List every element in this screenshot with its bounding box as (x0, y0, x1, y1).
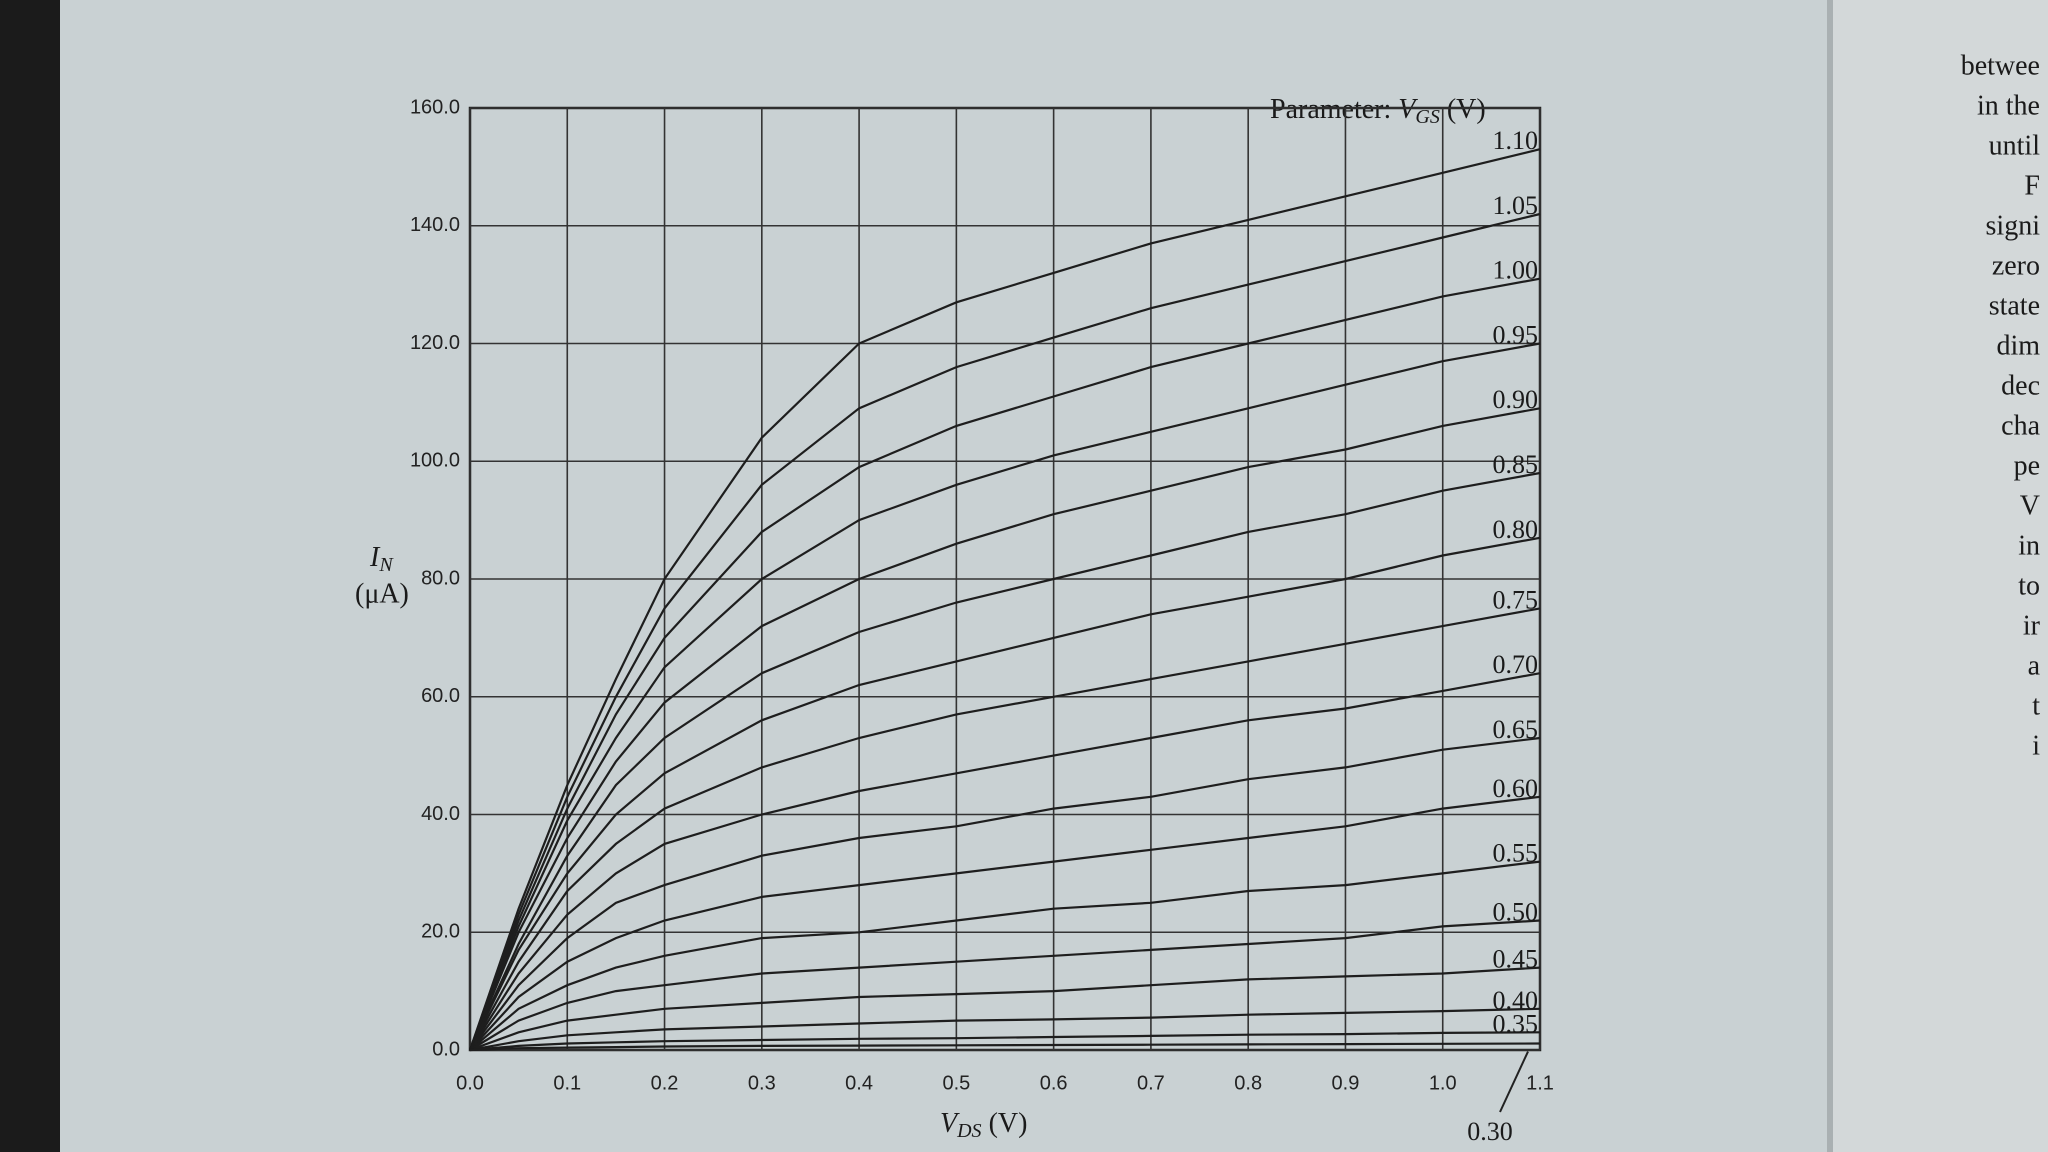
y-tick-label: 80.0 (421, 567, 460, 589)
margin-text: pe (2014, 450, 2040, 481)
book-edge (0, 0, 60, 1152)
series-label: 0.55 (1493, 839, 1539, 868)
x-tick-label: 0.9 (1332, 1072, 1360, 1094)
margin-text: to (2018, 570, 2040, 601)
curve (469, 536, 1541, 1051)
margin-text: dim (1996, 330, 2040, 361)
margin-text: t (2032, 690, 2040, 721)
y-tick-label: 20.0 (421, 921, 460, 943)
x-tick-label: 0.4 (845, 1072, 873, 1094)
curve (469, 1031, 1541, 1052)
x-tick-label: 1.0 (1429, 1072, 1457, 1094)
y-label-sub: N (378, 554, 394, 576)
series-label: 0.30 (1467, 1117, 1513, 1146)
series-label: 0.85 (1493, 450, 1539, 479)
legend-title-prefix: Parameter: (1270, 94, 1391, 125)
curve (469, 966, 1541, 1052)
margin-text: a (2028, 650, 2041, 681)
margin-text: signi (1986, 210, 2041, 241)
series-label: 1.00 (1493, 256, 1539, 285)
margin-text: betwee (1961, 50, 2040, 81)
y-tick-label: 140.0 (410, 214, 460, 236)
y-axis-label: IN (369, 542, 394, 575)
series-label: 1.05 (1493, 191, 1539, 220)
curve (468, 212, 1541, 1051)
left-page (60, 0, 1830, 1152)
series-label: 0.80 (1493, 515, 1539, 544)
margin-text: zero (1992, 250, 2040, 281)
curve (468, 148, 1541, 1051)
legend-title-symbol: V (1398, 94, 1418, 125)
x-tick-label: 0.6 (1040, 1072, 1068, 1094)
curve (469, 919, 1541, 1051)
margin-text: i (2032, 730, 2040, 761)
series-label: 0.90 (1493, 385, 1539, 414)
series-label: 0.75 (1493, 585, 1539, 614)
margin-text: cha (2001, 410, 2040, 441)
x-label-symbol: V (940, 1108, 960, 1139)
x-tick-label: 0.1 (553, 1072, 581, 1094)
curve (469, 471, 1541, 1051)
curve (469, 1007, 1541, 1052)
curve (469, 672, 1541, 1051)
x-tick-label: 0.0 (456, 1072, 484, 1094)
margin-text: V (2020, 490, 2040, 521)
x-axis-label: VDS (V) (940, 1108, 1027, 1145)
x-label-unit: (V) (989, 1108, 1028, 1139)
series-label: 0.35 (1493, 1009, 1539, 1038)
series-label: 0.65 (1493, 715, 1539, 744)
curve (469, 860, 1541, 1051)
legend-title-unit: (V) (1447, 94, 1486, 125)
label-arrow (1499, 1051, 1529, 1113)
margin-text: F (2024, 170, 2040, 201)
x-tick-label: 0.8 (1234, 1072, 1262, 1094)
curve (469, 795, 1541, 1051)
margin-text: until (1989, 130, 2041, 161)
curve (469, 736, 1541, 1051)
margin-text: state (1989, 290, 2040, 321)
margin-text: in the (1977, 90, 2040, 121)
y-tick-label: 120.0 (410, 332, 460, 354)
y-tick-label: 0.0 (432, 1038, 460, 1060)
y-tick-label: 100.0 (410, 450, 460, 472)
x-tick-label: 1.1 (1526, 1072, 1554, 1094)
curve (469, 607, 1541, 1051)
y-tick-label: 160.0 (410, 96, 460, 118)
curve (469, 1042, 1541, 1052)
series-label: 0.60 (1493, 774, 1539, 803)
right-page (1830, 0, 2048, 1152)
legend-title-sub: GS (1415, 106, 1439, 128)
y-tick-label: 60.0 (421, 685, 460, 707)
curve (468, 342, 1541, 1051)
y-label-symbol: I (369, 542, 381, 573)
series-label: 0.40 (1493, 986, 1539, 1015)
legend-title: Parameter: VGS (V) (1270, 94, 1486, 131)
series-label: 0.70 (1493, 650, 1539, 679)
y-tick-label: 40.0 (421, 803, 460, 825)
margin-text: in (2018, 530, 2040, 561)
series-label: 0.50 (1493, 897, 1539, 926)
series-label: 0.95 (1493, 320, 1539, 349)
series-label: 1.10 (1493, 126, 1539, 155)
x-tick-label: 0.5 (942, 1072, 970, 1094)
x-tick-label: 0.3 (748, 1072, 776, 1094)
y-axis-unit: (μA) (355, 578, 409, 609)
margin-text: ir (2023, 610, 2041, 641)
curve (468, 277, 1541, 1051)
x-tick-label: 0.2 (651, 1072, 679, 1094)
x-label-sub: DS (956, 1120, 981, 1142)
chart: Parameter: VGS (V) IN (μA) VDS (V) 0.020… (355, 94, 1554, 1146)
series-label: 0.45 (1493, 945, 1539, 974)
margin-text: dec (2001, 370, 2040, 401)
x-tick-label: 0.7 (1137, 1072, 1165, 1094)
curve (468, 407, 1541, 1051)
